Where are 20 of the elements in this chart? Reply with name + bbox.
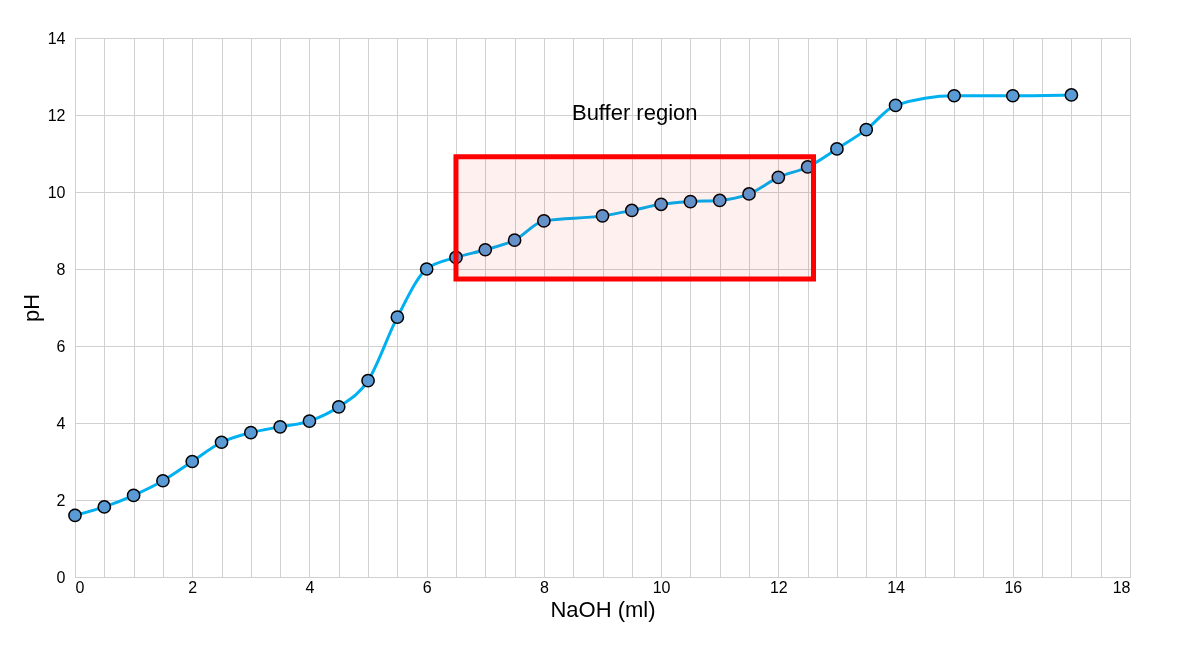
x-tick-label: 10: [652, 578, 671, 596]
x-tick-label: 6: [422, 578, 432, 596]
x-tick-label: 4: [305, 578, 315, 596]
band-label: Buffer region: [571, 100, 698, 126]
y-tick-label: 2: [56, 491, 66, 509]
x-tick-label: 14: [887, 578, 906, 596]
y-tick-label: 14: [47, 29, 66, 47]
x-tick-label: 2: [188, 578, 198, 596]
y-tick-label: 6: [56, 337, 66, 355]
x-tick-label: 18: [1112, 578, 1131, 596]
y-tick-label: 8: [56, 260, 66, 278]
x-tick-label: 0: [75, 578, 85, 596]
x-tick-label: 8: [539, 578, 549, 596]
x-tick-label: 12: [769, 578, 788, 596]
y-tick-label: 12: [47, 106, 66, 124]
x-axis-title: NaOH (ml): [550, 596, 656, 622]
y-tick-label: 4: [56, 414, 66, 432]
y-axis-title: pH: [18, 293, 44, 323]
x-tick-label: 16: [1004, 578, 1023, 596]
y-tick-label: 10: [47, 183, 66, 201]
